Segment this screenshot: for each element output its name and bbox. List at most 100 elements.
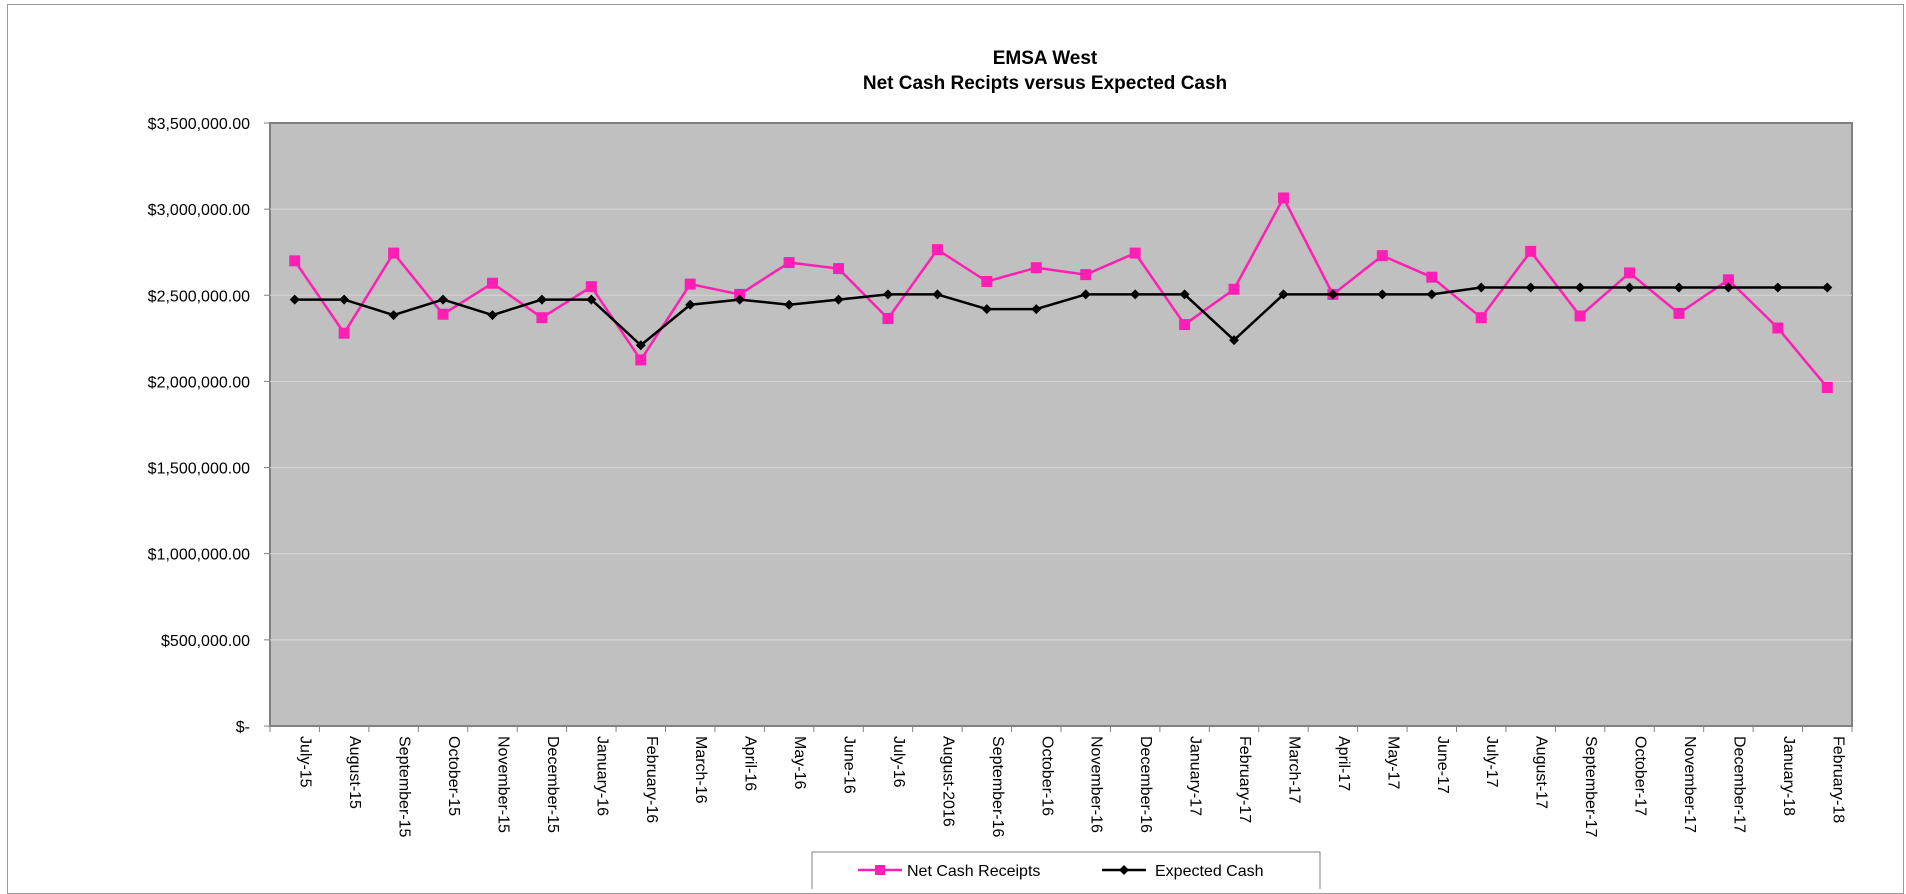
chart-subtitle: Net Cash Recipts versus Expected Cash <box>863 73 1227 94</box>
data-point <box>487 310 498 321</box>
x-tick-label: July-17 <box>1483 736 1500 788</box>
data-point <box>1278 289 1289 300</box>
data-point <box>1772 282 1783 293</box>
data-point <box>784 299 795 310</box>
data-point <box>289 255 301 267</box>
data-point <box>536 294 547 305</box>
x-tick-label: December-15 <box>544 736 561 833</box>
data-point <box>1624 282 1635 293</box>
x-tick-label: May-16 <box>791 736 808 789</box>
data-point <box>1822 282 1833 293</box>
data-point <box>1129 247 1141 259</box>
plot-area <box>269 122 1853 727</box>
data-point <box>1722 274 1734 286</box>
y-tick-label: $2,500,000.00 <box>148 288 250 305</box>
data-point <box>338 327 350 339</box>
data-point <box>1673 282 1684 293</box>
x-tick-label: November-17 <box>1681 736 1698 833</box>
data-point <box>585 281 597 293</box>
y-tick-label: $1,500,000.00 <box>148 461 250 478</box>
x-tick-label: March-16 <box>692 736 709 804</box>
data-point <box>289 294 300 305</box>
data-point <box>1080 269 1092 281</box>
data-point <box>1376 250 1388 262</box>
data-point <box>1327 289 1338 300</box>
x-tick-label: October-16 <box>1038 736 1055 816</box>
data-point <box>833 294 844 305</box>
data-point <box>1574 310 1586 322</box>
data-point <box>1426 289 1437 300</box>
x-tick-label: May-17 <box>1384 736 1401 789</box>
data-point <box>339 294 350 305</box>
data-point <box>1772 322 1784 334</box>
x-tick-label: July-16 <box>890 736 907 788</box>
legend-marker <box>875 865 885 875</box>
y-tick-label: $500,000.00 <box>161 633 250 650</box>
data-point <box>783 257 795 269</box>
x-tick-label: July-15 <box>297 736 314 788</box>
data-point <box>536 312 548 324</box>
legend-label: Net Cash Receipts <box>907 863 1040 880</box>
x-tick-label: September-17 <box>1582 736 1599 837</box>
data-point <box>1723 282 1734 293</box>
x-tick-label: February-17 <box>1236 736 1253 823</box>
data-point <box>486 277 498 289</box>
data-point <box>1525 282 1536 293</box>
data-point <box>437 308 449 320</box>
data-point <box>1277 192 1289 204</box>
data-point <box>684 278 696 290</box>
x-tick-label: April-16 <box>742 736 759 791</box>
data-point <box>932 289 943 300</box>
data-point <box>1228 283 1240 295</box>
data-point <box>981 276 993 288</box>
data-point <box>438 294 449 305</box>
y-tick-label: $3,000,000.00 <box>148 202 250 219</box>
data-point <box>1426 271 1438 283</box>
x-tick-label: August-17 <box>1533 736 1550 809</box>
data-point <box>734 288 746 300</box>
data-point <box>1377 289 1388 300</box>
data-point <box>586 294 597 305</box>
data-point <box>635 340 646 351</box>
y-tick-label: $- <box>236 719 250 736</box>
x-tick-label: September-16 <box>989 736 1006 837</box>
x-tick-label: September-15 <box>396 736 413 837</box>
x-tick-label: June-16 <box>841 736 858 794</box>
y-tick-label: $3,500,000.00 <box>148 116 250 133</box>
data-point <box>1030 262 1042 274</box>
data-point <box>734 294 745 305</box>
x-tick-label: August-2016 <box>939 736 956 827</box>
x-tick-label: April-17 <box>1335 736 1352 791</box>
x-tick-label: February-16 <box>643 736 660 823</box>
data-point <box>1475 312 1487 324</box>
x-tick-label: October-17 <box>1632 736 1649 816</box>
x-tick-label: December-17 <box>1730 736 1747 833</box>
x-tick-label: January-18 <box>1780 736 1797 816</box>
data-point <box>1476 282 1487 293</box>
y-tick-label: $1,000,000.00 <box>148 547 250 564</box>
data-point <box>1821 381 1833 393</box>
x-tick-label: March-17 <box>1285 736 1302 804</box>
y-tick-label: $2,000,000.00 <box>148 374 250 391</box>
series-line <box>294 286 1828 347</box>
data-point <box>388 247 400 259</box>
data-point <box>1673 307 1685 319</box>
data-point <box>981 304 992 315</box>
x-tick-label: February-18 <box>1829 736 1846 823</box>
legend: Net Cash Receipts Expected Cash <box>811 851 1321 889</box>
data-point <box>1031 304 1042 315</box>
data-point <box>1575 282 1586 293</box>
data-point <box>685 299 696 310</box>
x-tick-label: January-17 <box>1187 736 1204 816</box>
data-point <box>388 310 399 321</box>
x-tick-label: June-17 <box>1434 736 1451 794</box>
data-point <box>931 244 943 256</box>
series-line <box>293 196 1829 389</box>
legend-marker <box>1119 865 1129 875</box>
x-tick-label: November-15 <box>494 736 511 833</box>
data-point <box>1179 319 1191 331</box>
data-point <box>1080 289 1091 300</box>
data-point <box>1130 289 1141 300</box>
data-point <box>833 263 845 275</box>
